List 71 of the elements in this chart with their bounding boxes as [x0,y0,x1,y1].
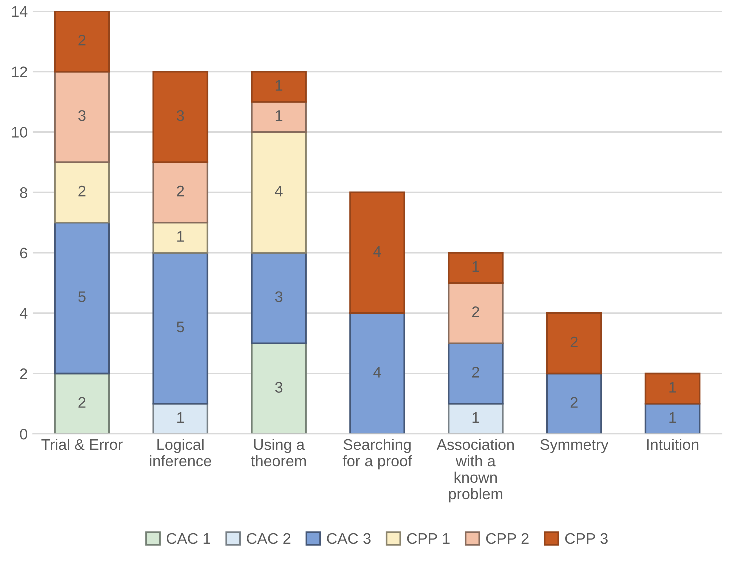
data-label: 2 [78,186,86,197]
bar [448,252,504,284]
data-label: 4 [374,246,382,257]
y-tick-label: 4 [20,308,28,319]
bar [546,372,602,434]
x-tick-label: Association with a known problem [436,438,514,503]
y-tick-label: 12 [12,66,28,78]
legend-label: CAC 2 [247,533,291,544]
legend-label: CPP 2 [486,533,529,544]
bar [251,342,307,434]
bar [350,312,406,434]
data-label: 4 [275,186,283,197]
bar [152,222,209,254]
data-label: 2 [472,306,480,318]
bar [152,252,209,405]
y-tick-label: 8 [20,187,28,198]
data-label: 2 [570,336,578,348]
y-tick-label: 2 [20,368,28,380]
bar [251,101,307,134]
legend-label: CPP 3 [565,533,608,544]
bar [54,12,110,73]
data-label: 3 [78,110,86,122]
data-label: 3 [275,292,283,302]
legend-label: CAC 1 [167,533,210,544]
data-label: 2 [570,397,578,408]
data-label: 1 [178,231,184,242]
data-label: 2 [472,367,480,378]
bar [448,403,504,434]
data-label: 3 [275,382,283,393]
y-tick-label: 14 [12,6,28,18]
data-label: 1 [472,412,480,423]
data-label: 2 [78,397,86,408]
data-label: 5 [176,322,184,333]
y-tick-label: 10 [12,127,28,138]
data-label: 1 [178,412,184,423]
x-tick-label: Logical inference [150,438,212,467]
legend-label: CAC 3 [327,533,371,544]
bar [54,162,110,224]
data-label: 1 [670,382,676,393]
bar [546,312,602,375]
legend-label: CPP 1 [407,533,450,544]
y-tick-label: 0 [20,428,28,440]
data-label: 3 [176,110,184,122]
bar [152,162,209,224]
data-label: 2 [78,34,86,46]
bar [251,71,307,103]
data-label: 1 [472,262,480,272]
bar [152,403,209,434]
data-label: 1 [670,412,676,423]
data-label: 4 [374,367,382,378]
y-tick-label: 6 [20,248,28,259]
bar [350,192,406,314]
bar [448,342,504,405]
bar [251,252,307,344]
bar [54,372,110,434]
x-tick-label: Trial & Error [42,438,123,450]
x-tick-label: Symmetry [540,439,609,454]
x-tick-label: Intuition [647,438,699,450]
data-label: 1 [276,110,283,122]
x-tick-label: Using a theorem [251,438,306,467]
bar [251,131,307,254]
bar [54,71,110,164]
bar [152,71,209,164]
bar [54,222,110,375]
data-label: 2 [177,186,184,197]
x-tick-label: Searching for a proof [342,438,412,470]
bar [448,282,504,344]
bar [644,372,701,405]
bar [644,403,701,434]
data-label: 1 [276,80,283,91]
data-label: 5 [78,292,86,302]
